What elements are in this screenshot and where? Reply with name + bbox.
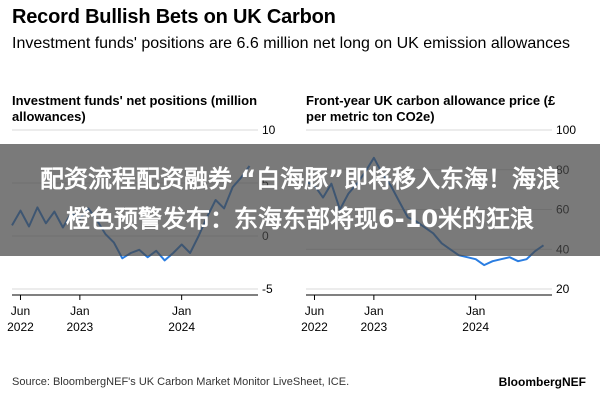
left-x-tick-label: Jan [172, 304, 191, 318]
left-y-tick-label: 10 [262, 123, 276, 137]
left-x-tick-label: Jun [11, 304, 30, 318]
banner-line-2: 橙色预警发布：东海东部将现6-10米的狂浪 [65, 205, 535, 233]
right-x-tick-label: Jan [364, 304, 383, 318]
figure-title: Record Bullish Bets on UK Carbon [12, 6, 336, 28]
right-x-tick-year: 2023 [361, 320, 388, 334]
right-x-tick-year: 2022 [301, 320, 328, 334]
left-x-tick-year: 2024 [168, 320, 195, 334]
banner-line-1: 配资流程配资融券 “白海豚”即将移入东海！海浪 [40, 165, 560, 193]
right-panel-title: Front-year UK carbon allowance price (£ … [306, 93, 556, 124]
right-x-tick-year: 2024 [462, 320, 489, 334]
figure-subtitle: Investment funds' positions are 6.6 mill… [12, 35, 571, 52]
news-banner-overlay: 配资流程配资融券 “白海豚”即将移入东海！海浪 橙色预警发布：东海东部将现6-1… [0, 144, 600, 256]
left-y-tick-label: -5 [262, 282, 273, 296]
right-x-tick-label: Jun [305, 304, 324, 318]
right-x-tick-label: Jan [466, 304, 485, 318]
brand-logo: BloombergNEF [498, 375, 586, 389]
right-y-tick-label: 20 [556, 282, 570, 296]
left-x-tick-year: 2022 [7, 320, 34, 334]
left-x-tick-year: 2023 [67, 320, 94, 334]
source-note: Source: BloombergNEF's UK Carbon Market … [12, 376, 350, 388]
left-x-tick-label: Jan [70, 304, 89, 318]
right-y-tick-label: 100 [556, 123, 576, 137]
left-panel-title: Investment funds' net positions (million… [12, 93, 258, 124]
